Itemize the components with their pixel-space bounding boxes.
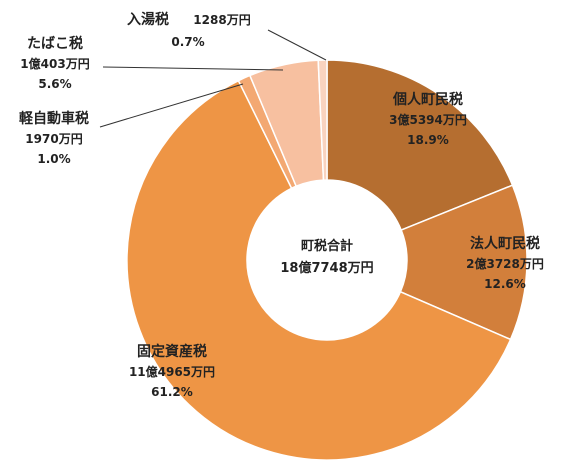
center-label-title: 町税合計 — [301, 238, 353, 254]
slice-percent-kojin: 18.9% — [407, 133, 449, 147]
slice-amount-kotei: 11億4965万円 — [129, 364, 215, 379]
leader-line-keijidosha — [99, 83, 244, 128]
slice-percent-kotei: 61.2% — [151, 385, 193, 399]
slice-amount-hojin: 2億3728万円 — [466, 256, 544, 271]
slice-name-hojin: 法人町民税 — [470, 235, 540, 252]
slice-percent-hojin: 12.6% — [484, 277, 526, 291]
center-label: 町税合計 18億7748万円 — [280, 238, 373, 276]
slice-amount-nyuto: 1288万円 — [193, 13, 250, 27]
center-label-total: 18億7748万円 — [280, 260, 373, 276]
slice-name-tabako: たばこ税 — [27, 35, 83, 52]
slice-percent-keijidosha: 1.0% — [37, 152, 70, 166]
slice-amount-tabako: 1億403万円 — [20, 56, 89, 71]
slice-nyuto — [317, 59, 328, 181]
slice-name-kotei: 固定資産税 — [137, 343, 207, 360]
slice-kojin — [326, 59, 514, 232]
slice-percent-tabako: 5.6% — [38, 77, 71, 91]
slice-name-kojin: 個人町民税 — [392, 91, 463, 108]
label-nyuto: 入湯税 1288万円 0.7% — [127, 11, 251, 49]
slice-hojin — [399, 184, 528, 341]
slice-amount-kojin: 3億5394万円 — [389, 112, 467, 127]
label-hojin: 法人町民税 2億3728万円 12.6% — [466, 235, 544, 291]
slice-name-nyuto: 入湯税 — [127, 11, 169, 28]
slice-name-keijidosha: 軽自動車税 — [19, 110, 89, 127]
label-kotei: 固定資産税 11億4965万円 61.2% — [129, 343, 215, 399]
leader-line-tabako — [102, 66, 284, 71]
leader-line-nyuto — [267, 29, 327, 61]
label-kojin: 個人町民税 3億5394万円 18.9% — [389, 91, 467, 147]
slice-percent-nyuto: 0.7% — [171, 35, 204, 49]
label-keijidosha: 軽自動車税 1970万円 1.0% — [19, 110, 89, 166]
leader-lines — [99, 29, 327, 128]
slice-kotei — [126, 79, 512, 461]
donut-slices — [126, 59, 528, 461]
label-tabako: たばこ税 1億403万円 5.6% — [20, 35, 89, 91]
slice-amount-keijidosha: 1970万円 — [25, 132, 82, 146]
